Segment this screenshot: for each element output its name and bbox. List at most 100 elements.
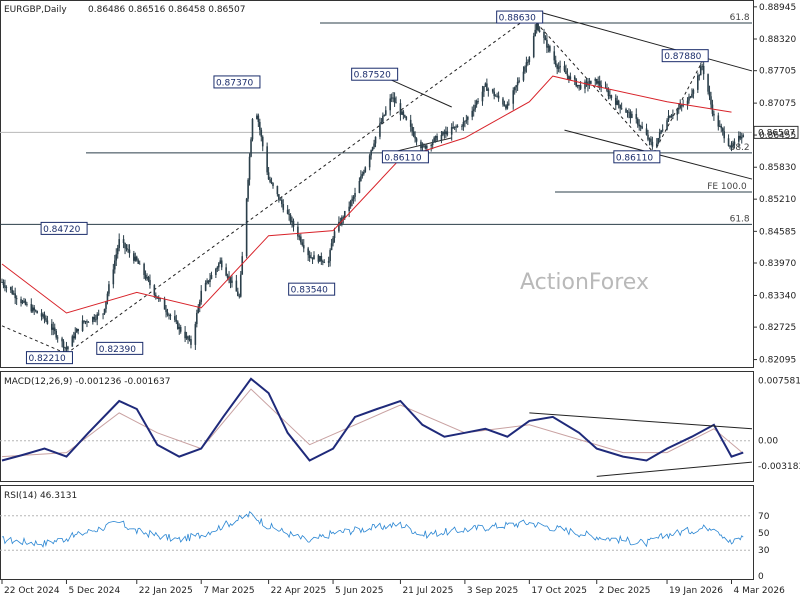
- swing-label-box: [40, 221, 88, 235]
- candle-body: [178, 327, 181, 329]
- candle-body: [34, 310, 37, 312]
- candle-body: [543, 31, 545, 38]
- candle-body: [648, 138, 651, 140]
- candle-body: [313, 255, 315, 260]
- price-axis-label: 0.88320: [759, 35, 796, 45]
- candle-body: [475, 101, 478, 106]
- candle-body: [456, 126, 459, 127]
- watermark: ActionForex: [520, 270, 649, 295]
- current-price-label: 0.86507: [758, 128, 795, 138]
- candle-body: [106, 293, 109, 302]
- candle-body: [553, 51, 556, 61]
- candle-body: [241, 256, 244, 275]
- swing-dotted: [536, 22, 655, 154]
- candle-body: [739, 135, 742, 139]
- candle-body: [115, 254, 118, 261]
- candle-body: [412, 131, 415, 137]
- candle-body: [651, 141, 654, 147]
- candle-body: [576, 84, 579, 87]
- candle-body: [733, 141, 736, 145]
- candle-body: [307, 248, 309, 256]
- candle-body: [421, 145, 424, 149]
- candle-body: [405, 116, 408, 120]
- candle-body: [209, 279, 211, 283]
- candle-body: [292, 220, 295, 227]
- candle-body: [616, 100, 619, 105]
- candle-body: [349, 201, 352, 207]
- candle-body: [9, 287, 12, 290]
- date-axis-label: 5 Jun 2025: [335, 586, 383, 596]
- candle-body: [436, 135, 438, 141]
- candle-body: [729, 145, 731, 148]
- candle-body: [655, 143, 658, 147]
- candle-body: [631, 113, 633, 119]
- candle-body: [308, 255, 311, 258]
- candle-body: [399, 103, 402, 115]
- candle-body: [639, 126, 642, 128]
- candle-body: [568, 75, 570, 80]
- candle-body: [598, 81, 601, 86]
- swing-label-box: [661, 49, 709, 63]
- candle-body: [291, 220, 293, 223]
- candle-body: [423, 145, 425, 147]
- candle-body: [146, 276, 148, 279]
- candle-body: [660, 130, 662, 133]
- candle-body: [319, 256, 321, 262]
- candle-body: [464, 121, 466, 123]
- candle-body: [62, 341, 65, 348]
- candle-body: [442, 132, 444, 135]
- candle-body: [697, 75, 699, 90]
- candle-body: [666, 120, 668, 130]
- level-label: 61.8: [730, 13, 750, 23]
- candle-body: [302, 245, 305, 249]
- candle-body: [31, 307, 34, 312]
- date-axis-label: 7 Mar 2025: [203, 586, 254, 596]
- candle-body: [364, 167, 367, 172]
- candle-body: [395, 102, 397, 104]
- candle-body: [494, 95, 497, 97]
- candle-body: [389, 98, 391, 111]
- candle-body: [311, 257, 314, 260]
- date-axis-label: 22 Oct 2024: [4, 586, 60, 596]
- candle-body: [742, 135, 745, 138]
- candle-body: [81, 320, 84, 331]
- macd-layer: 0.007581 0.00 -0.003183: [0, 377, 800, 477]
- candle-body: [194, 324, 197, 345]
- candle-body: [298, 236, 301, 238]
- candle-body: [524, 66, 526, 72]
- candle-body: [53, 327, 56, 332]
- macd-line: [1, 377, 744, 462]
- macd-panel-frame: [0, 371, 754, 482]
- candle-body: [247, 179, 249, 199]
- candle-body: [358, 181, 361, 193]
- swing-label: 0.86110: [384, 153, 421, 163]
- candle-body: [329, 250, 331, 262]
- candle-body: [72, 336, 75, 339]
- candle-body: [669, 116, 671, 118]
- candle-body: [629, 112, 632, 119]
- current-price-box: [753, 125, 799, 139]
- candle-body: [455, 126, 457, 128]
- candle-body: [269, 179, 271, 182]
- swing-label-box: [613, 150, 661, 164]
- candle-body: [467, 116, 469, 120]
- candle-body: [440, 134, 443, 141]
- macd-trend-upper: [529, 412, 753, 430]
- candle-body: [677, 107, 680, 110]
- candle-body: [157, 298, 160, 299]
- candle-body: [24, 300, 27, 305]
- swing-dotted: [653, 61, 703, 154]
- candle-body: [113, 260, 116, 270]
- macd-trend-lower: [596, 461, 753, 477]
- swing-label: 0.88630: [499, 14, 536, 24]
- swing-label: 0.82210: [28, 354, 65, 364]
- candle-body: [216, 267, 219, 269]
- candle-body: [198, 301, 201, 307]
- candle-body: [338, 221, 340, 232]
- candle-body: [184, 331, 186, 339]
- candle-body: [128, 249, 131, 254]
- candle-body: [717, 115, 720, 127]
- candle-body: [348, 206, 350, 211]
- candle-body: [713, 113, 715, 116]
